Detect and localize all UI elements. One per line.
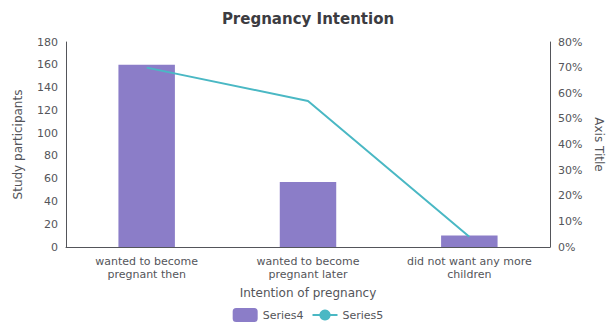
- svg-text:did not want any more: did not want any more: [407, 255, 532, 268]
- svg-text:10%: 10%: [558, 215, 582, 228]
- svg-text:100: 100: [37, 127, 58, 140]
- svg-text:Series5: Series5: [343, 309, 384, 322]
- svg-text:pregnant later: pregnant later: [269, 268, 348, 281]
- svg-text:wanted to become: wanted to become: [95, 255, 198, 268]
- svg-text:pregnant then: pregnant then: [107, 268, 186, 281]
- svg-text:50%: 50%: [558, 112, 582, 125]
- svg-text:60: 60: [44, 172, 58, 185]
- svg-text:40: 40: [44, 195, 58, 208]
- svg-text:120: 120: [37, 104, 58, 117]
- svg-text:Study participants: Study participants: [11, 90, 25, 200]
- svg-text:20: 20: [44, 218, 58, 231]
- svg-text:80: 80: [44, 149, 58, 162]
- svg-text:80%: 80%: [558, 36, 582, 49]
- svg-text:40%: 40%: [558, 138, 582, 151]
- svg-text:70%: 70%: [558, 61, 582, 74]
- svg-text:0: 0: [51, 241, 58, 254]
- svg-text:Series4: Series4: [263, 309, 304, 322]
- svg-text:140: 140: [37, 81, 58, 94]
- svg-text:160: 160: [37, 58, 58, 71]
- svg-text:Pregnancy Intention: Pregnancy Intention: [222, 10, 394, 28]
- svg-text:Axis Title: Axis Title: [592, 117, 606, 171]
- svg-text:0%: 0%: [558, 241, 575, 254]
- svg-text:180: 180: [37, 36, 58, 49]
- svg-text:Intention of pregnancy: Intention of pregnancy: [240, 286, 377, 300]
- svg-text:20%: 20%: [558, 189, 582, 202]
- svg-text:children: children: [447, 268, 491, 281]
- svg-text:60%: 60%: [558, 87, 582, 100]
- svg-text:30%: 30%: [558, 164, 582, 177]
- svg-text:wanted to become: wanted to become: [257, 255, 360, 268]
